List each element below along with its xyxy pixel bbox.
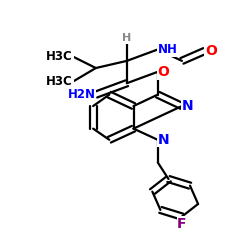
- Text: NH: NH: [158, 43, 178, 56]
- Text: O: O: [158, 65, 170, 79]
- Text: N: N: [158, 133, 169, 147]
- Text: H3C: H3C: [46, 50, 73, 63]
- Text: H2N: H2N: [68, 88, 96, 101]
- Text: H: H: [122, 33, 132, 43]
- Text: O: O: [205, 44, 217, 58]
- Text: F: F: [177, 216, 187, 230]
- Text: H3C: H3C: [46, 75, 73, 88]
- Text: N: N: [182, 99, 194, 113]
